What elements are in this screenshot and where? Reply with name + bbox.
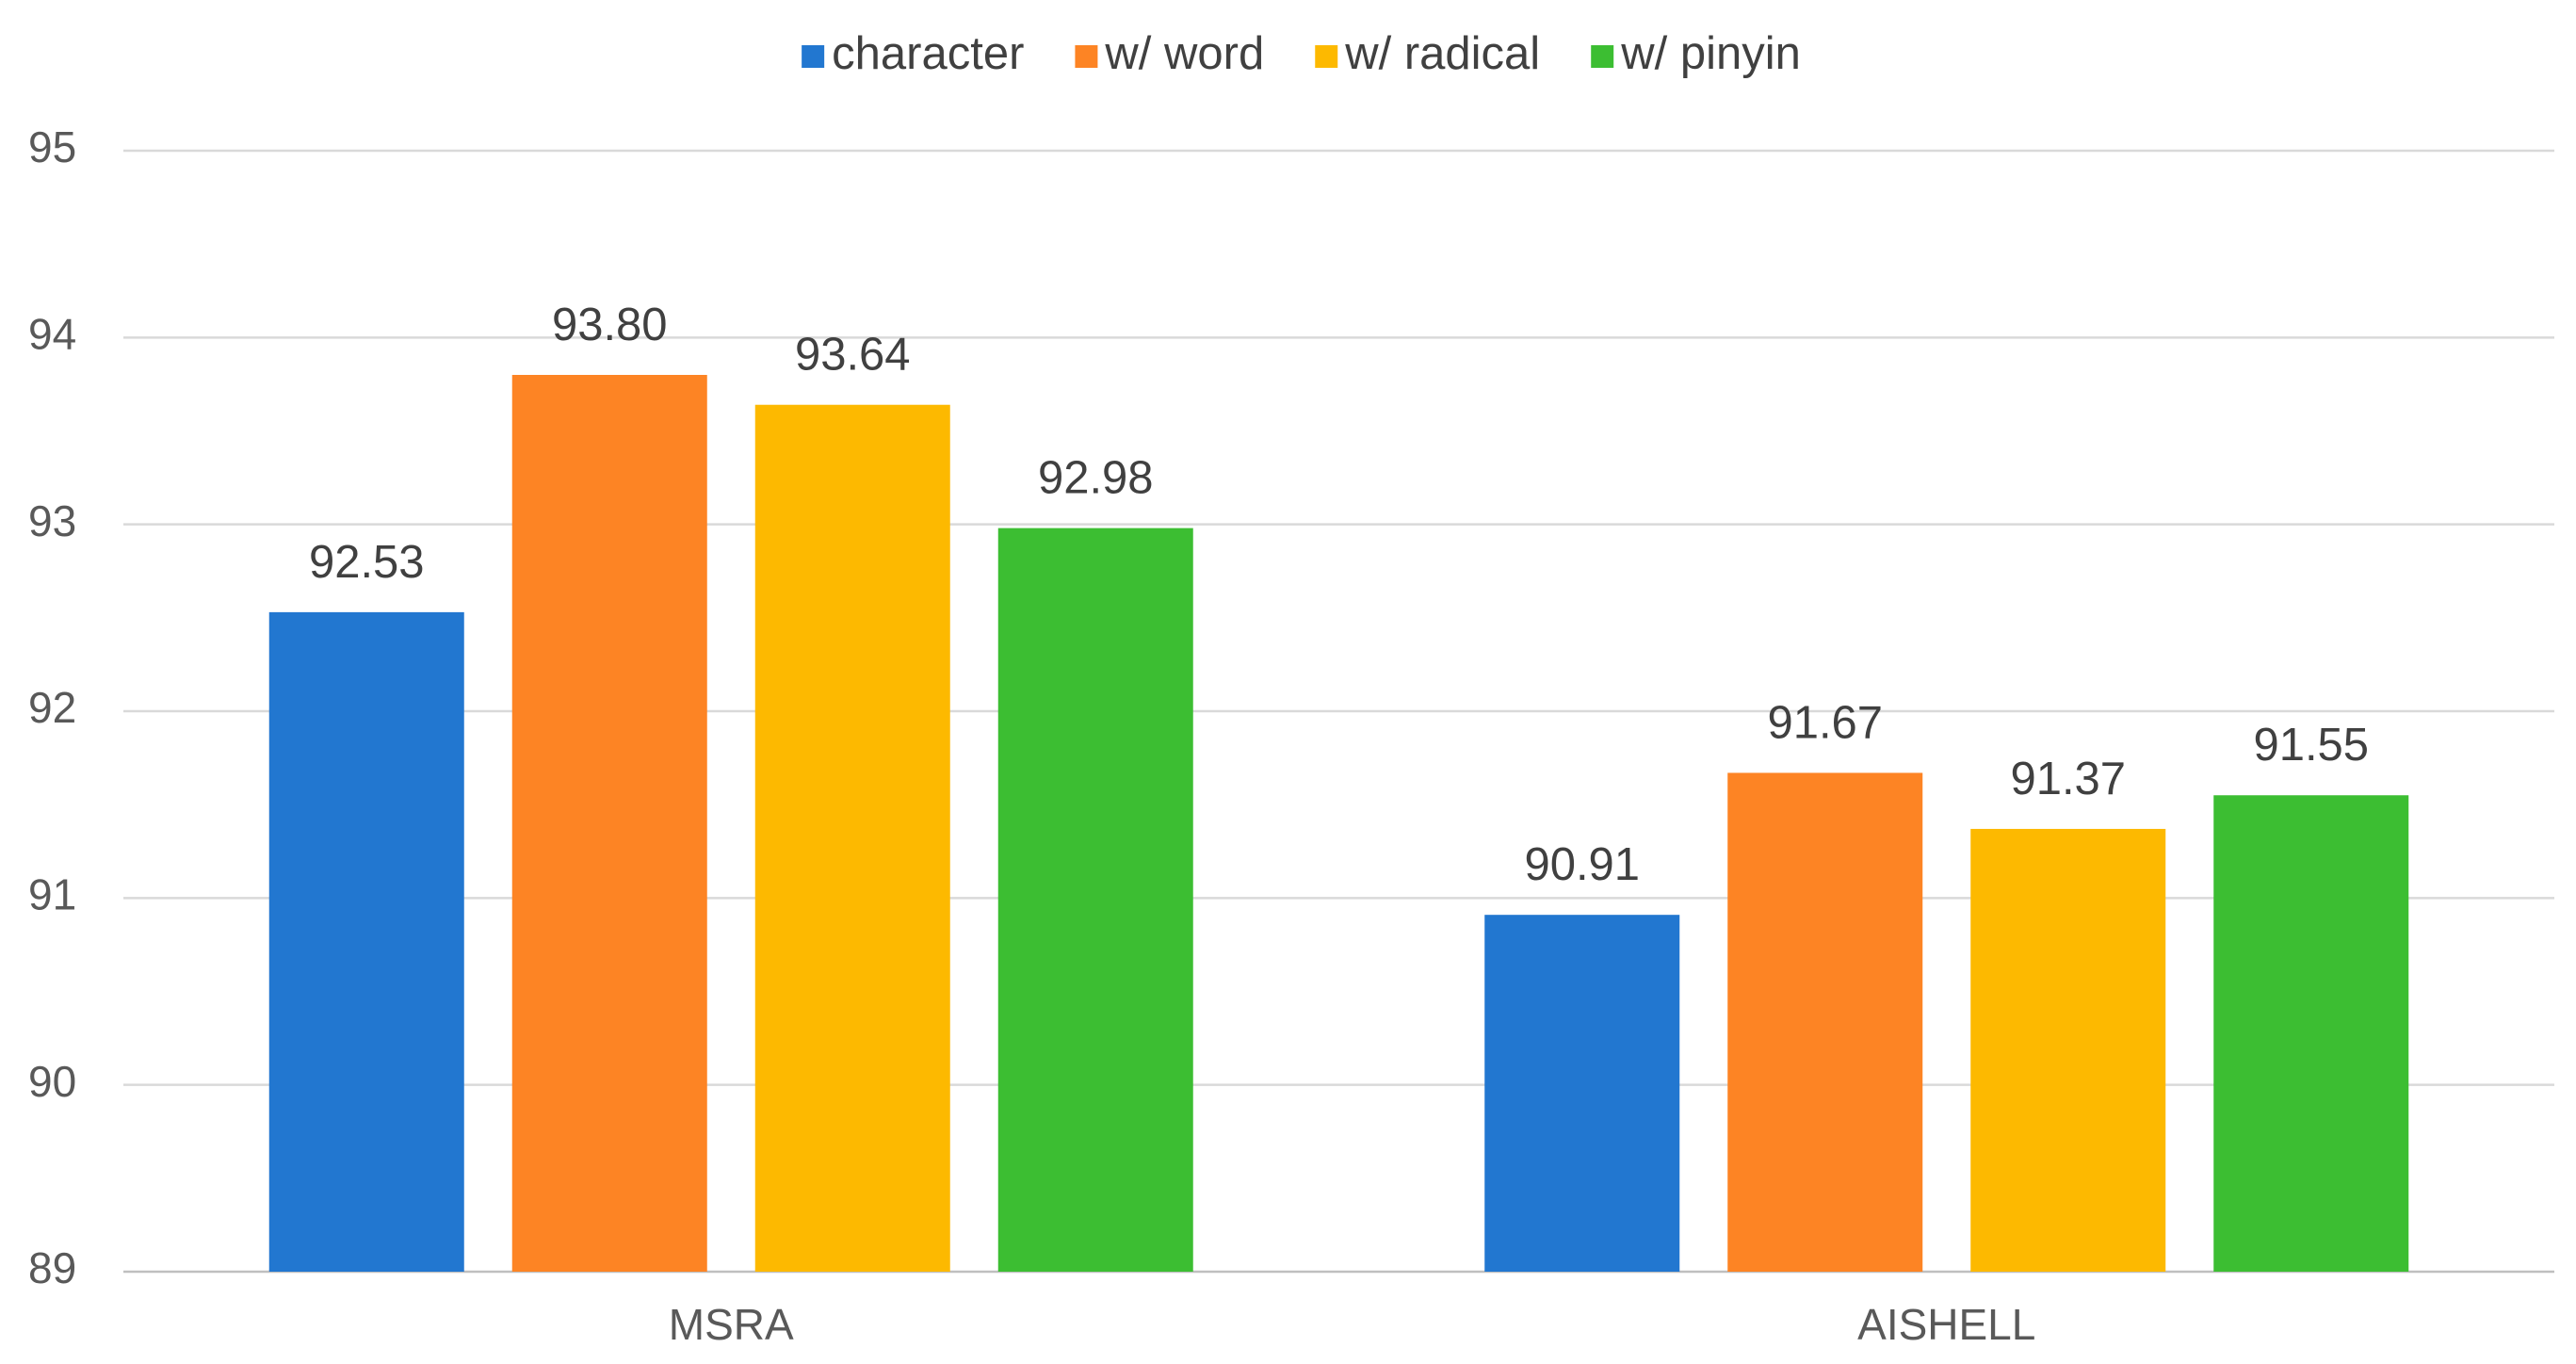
- legend-label: w/ word: [1104, 28, 1264, 79]
- data-label: 92.53: [309, 537, 425, 588]
- bar: [1970, 828, 2166, 1272]
- data-label: 90.91: [1524, 839, 1640, 890]
- x-tick-label: MSRA: [669, 1300, 794, 1349]
- data-label: 91.37: [2010, 754, 2126, 804]
- bar: [754, 404, 950, 1272]
- data-label: 92.98: [1038, 453, 1154, 504]
- data-label: 91.67: [1767, 697, 1883, 748]
- data-label: 93.64: [795, 330, 911, 381]
- bar: [268, 611, 464, 1272]
- y-tick-label: 90: [28, 1057, 76, 1106]
- y-tick-label: 92: [28, 683, 76, 732]
- legend-swatch: [1075, 45, 1098, 68]
- legend-label: character: [832, 28, 1024, 79]
- legend-swatch: [1591, 45, 1614, 68]
- bar: [1727, 772, 1923, 1272]
- y-tick-label: 94: [28, 309, 76, 358]
- y-tick-label: 89: [28, 1243, 76, 1292]
- data-label: 93.80: [552, 300, 668, 350]
- y-tick-label: 95: [28, 122, 76, 171]
- legend-swatch: [802, 45, 825, 68]
- legend-swatch: [1315, 45, 1338, 68]
- legend-label: w/ radical: [1344, 28, 1540, 79]
- y-tick-label: 93: [28, 496, 76, 545]
- y-tick-label: 91: [28, 869, 76, 918]
- bar: [511, 375, 707, 1272]
- legend-label: w/ pinyin: [1620, 28, 1801, 79]
- data-label: 91.55: [2253, 720, 2369, 771]
- x-tick-label: AISHELL: [1857, 1300, 2035, 1349]
- bar: [997, 528, 1193, 1272]
- bar: [2213, 795, 2409, 1272]
- bar: [1484, 915, 1680, 1272]
